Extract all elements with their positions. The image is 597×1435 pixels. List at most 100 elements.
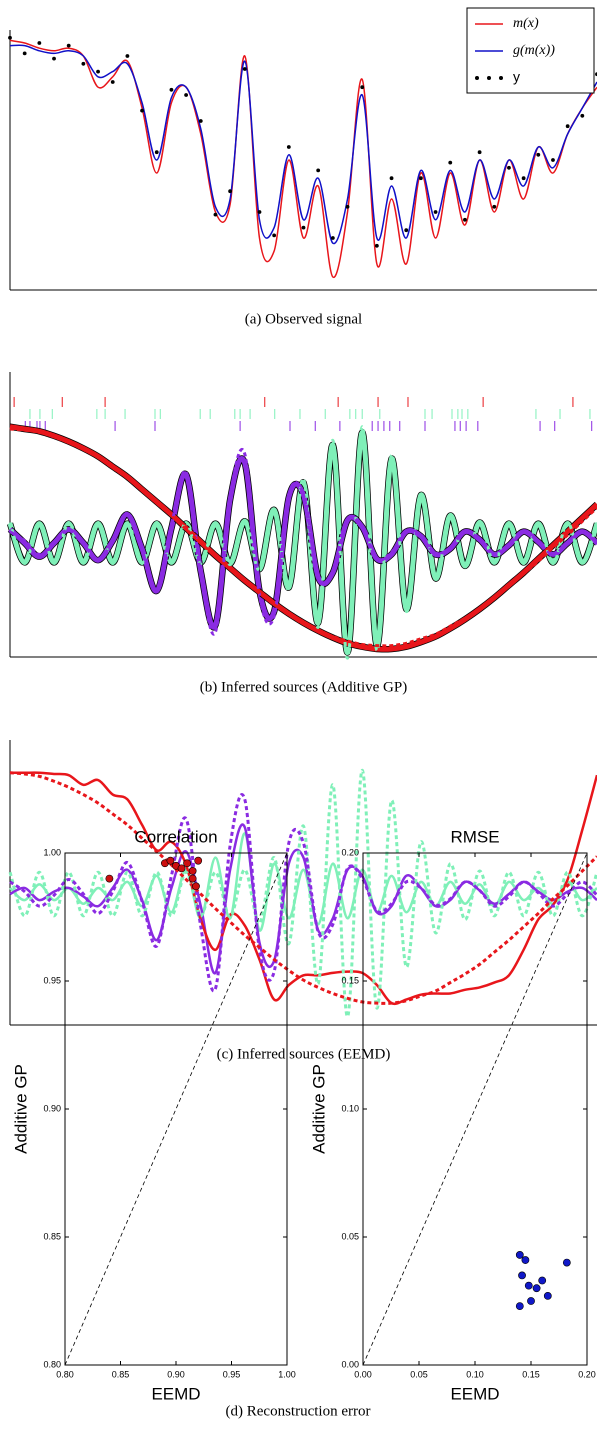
x-tick-label: 0.10 <box>466 1369 484 1379</box>
y-axis-label: Additive GP <box>309 1064 328 1154</box>
chart-title: RMSE <box>450 827 499 846</box>
series-line <box>9 823 597 975</box>
data-point <box>543 1291 552 1300</box>
x-axis-label: EEMD <box>151 1384 200 1403</box>
data-point <box>169 87 174 92</box>
legend-swatch <box>475 76 479 80</box>
legend-swatch <box>487 76 491 80</box>
y-tick-label: 0.05 <box>341 1231 359 1241</box>
caption: (a) Observed signal <box>245 311 362 327</box>
true-source <box>9 771 597 1005</box>
data-point <box>374 243 379 248</box>
data-point <box>524 1281 533 1290</box>
legend-label: y <box>513 69 520 85</box>
data-point <box>518 1271 526 1280</box>
x-tick-label: 0.15 <box>522 1369 540 1379</box>
y-tick-label: 0.85 <box>43 1231 61 1241</box>
data-point <box>125 54 130 58</box>
series-line <box>9 39 597 278</box>
data-point <box>213 212 218 217</box>
data-point <box>521 176 526 181</box>
data-point <box>477 150 482 155</box>
identity-line <box>64 852 288 1366</box>
caption: (d) Reconstruction error <box>226 1403 371 1419</box>
data-point <box>492 204 497 209</box>
data-point <box>507 165 511 170</box>
data-point <box>538 1276 547 1285</box>
chart-title: Correlation <box>134 827 217 846</box>
x-tick-label: 0.20 <box>578 1369 596 1379</box>
data-point <box>272 233 277 238</box>
data-point <box>521 1256 530 1264</box>
data-point <box>330 236 335 240</box>
data-point <box>389 176 394 181</box>
legend-swatch <box>499 76 503 80</box>
series-line <box>10 771 597 1006</box>
y-tick-label: 1.00 <box>43 847 61 857</box>
data-point <box>463 217 467 222</box>
x-tick-label: 0.90 <box>167 1369 185 1379</box>
data-point <box>286 145 291 149</box>
plot-frame <box>64 852 288 1366</box>
identity-line <box>362 852 588 1366</box>
x-tick-label: 0.05 <box>410 1369 428 1379</box>
x-tick-label: 0.80 <box>56 1369 74 1379</box>
data-point <box>110 80 115 84</box>
x-tick-label: 1.00 <box>278 1369 296 1379</box>
x-tick-label: 0.85 <box>112 1369 130 1379</box>
data-point <box>532 1284 541 1293</box>
data-point <box>183 859 191 868</box>
data-point <box>154 150 159 155</box>
y-tick-label: 0.10 <box>341 1103 359 1113</box>
caption: (c) Inferred sources (EEMD) <box>217 1046 391 1062</box>
data-point <box>580 113 585 118</box>
data-point <box>96 69 100 74</box>
x-axis-label: EEMD <box>450 1384 499 1403</box>
data-point <box>257 210 262 214</box>
data-point <box>404 228 409 233</box>
data-point <box>360 85 365 90</box>
data-point <box>66 43 71 48</box>
true-source <box>9 448 597 636</box>
data-point <box>140 108 144 113</box>
data-point <box>565 124 570 129</box>
data-point <box>448 160 453 165</box>
data-point <box>228 189 233 194</box>
data-point <box>345 204 350 209</box>
y-tick-label: 0.95 <box>43 975 61 985</box>
data-point <box>166 856 175 865</box>
data-point <box>527 1297 535 1305</box>
true-source <box>9 427 597 648</box>
true-source <box>9 793 597 993</box>
data-point <box>8 35 12 40</box>
data-point <box>198 119 203 123</box>
data-point <box>242 67 247 71</box>
data-point <box>37 41 42 45</box>
data-point <box>316 168 321 173</box>
true-source <box>8 768 597 1019</box>
data-point <box>515 1302 524 1311</box>
data-point <box>419 176 423 181</box>
data-point <box>22 51 27 56</box>
y-tick-label: 0.80 <box>43 1359 61 1369</box>
y-tick-label: 0.20 <box>341 847 359 857</box>
caption: (b) Inferred sources (Additive GP) <box>200 679 407 695</box>
data-point <box>433 210 438 214</box>
x-tick-label: 0.95 <box>223 1369 241 1379</box>
y-axis-label: Additive GP <box>11 1064 30 1154</box>
data-point <box>301 225 306 230</box>
x-tick-label: 0.00 <box>354 1369 372 1379</box>
data-point <box>177 864 186 873</box>
true-source <box>8 425 597 660</box>
data-point <box>194 856 203 865</box>
data-point <box>551 158 555 162</box>
data-point <box>105 874 114 883</box>
band-outline <box>9 423 597 653</box>
plot-frame <box>362 852 588 1366</box>
data-point <box>192 882 200 891</box>
data-point <box>515 1251 524 1259</box>
data-point <box>81 61 86 66</box>
data-point <box>536 152 541 157</box>
